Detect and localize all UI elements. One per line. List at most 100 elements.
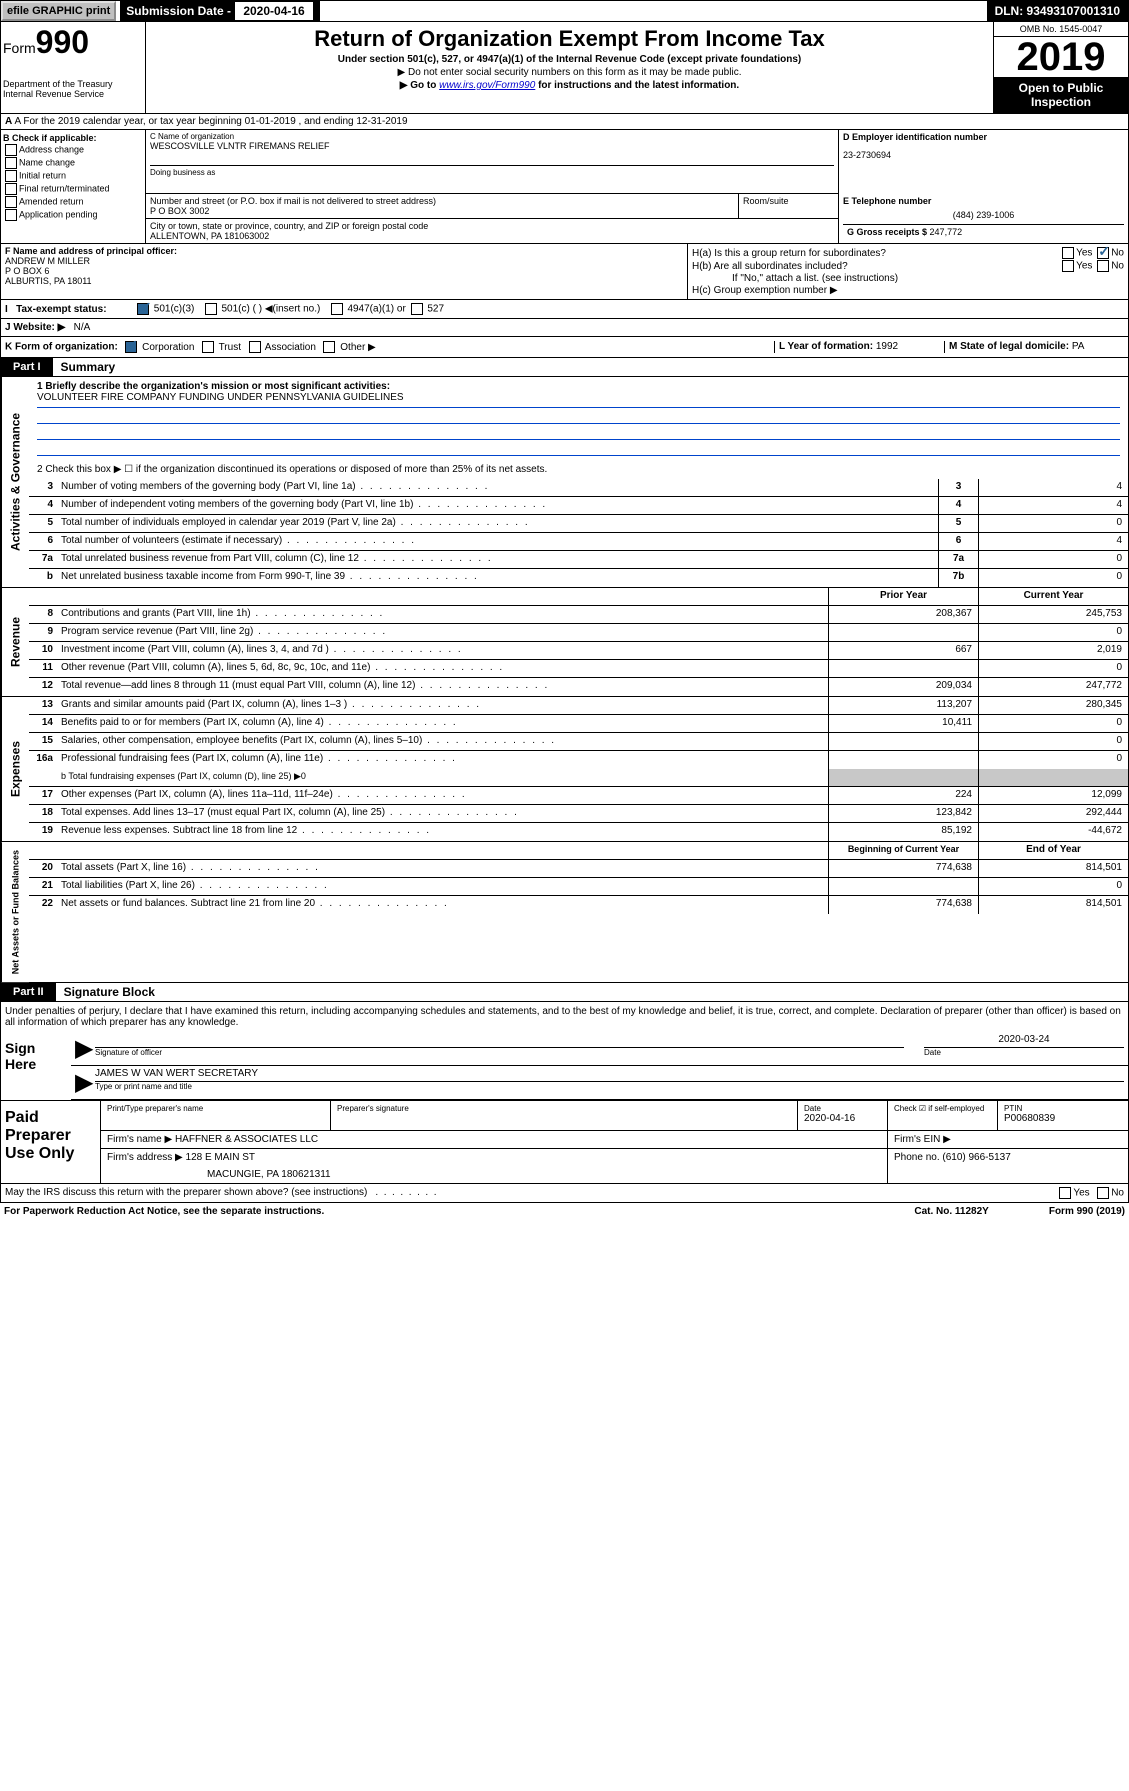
form-note-2: ▶ Go to www.irs.gov/Form990 for instruct… <box>150 80 989 91</box>
line-14: 14 Benefits paid to or for members (Part… <box>29 715 1128 733</box>
part2-title: Signature Block <box>56 985 155 999</box>
form-title: Return of Organization Exempt From Incom… <box>150 26 989 52</box>
phone-value: (484) 239-1006 <box>843 210 1124 220</box>
k-form-org: K Form of organization: Corporation Trus… <box>5 341 774 353</box>
firm-name: HAFFNER & ASSOCIATES LLC <box>175 1134 318 1145</box>
form-footer: Form 990 (2019) <box>1049 1206 1125 1217</box>
line-11: 11 Other revenue (Part VIII, column (A),… <box>29 660 1128 678</box>
part1-header-row: Part I Summary <box>0 358 1129 377</box>
cb-address-change[interactable]: Address change <box>3 144 143 156</box>
side-label-governance: Activities & Governance <box>1 377 29 587</box>
line-9: 9 Program service revenue (Part VIII, li… <box>29 624 1128 642</box>
col-b-header: B Check if applicable: <box>3 133 143 143</box>
cb-527[interactable]: 527 <box>409 303 444 315</box>
cb-application-pending[interactable]: Application pending <box>3 209 143 221</box>
cb-4947[interactable]: 4947(a)(1) or <box>329 303 406 315</box>
signature-section: Under penalties of perjury, I declare th… <box>0 1002 1129 1101</box>
paid-preparer-label: Paid Preparer Use Only <box>1 1101 101 1183</box>
footer-last-row: For Paperwork Reduction Act Notice, see … <box>0 1203 1129 1220</box>
line-22: 22 Net assets or fund balances. Subtract… <box>29 896 1128 914</box>
group-return-box: H(a) Is this a group return for subordin… <box>688 244 1128 299</box>
principal-officer-box: F Name and address of principal officer:… <box>1 244 688 299</box>
cb-name-change[interactable]: Name change <box>3 157 143 169</box>
open-to-public: Open to Public Inspection <box>994 77 1128 113</box>
tax-exempt-status-row: I Tax-exempt status: 501(c)(3) 501(c) ( … <box>0 300 1129 319</box>
cb-other[interactable]: Other ▶ <box>321 342 375 353</box>
line-3: 3 Number of voting members of the govern… <box>29 479 1128 497</box>
klm-row: K Form of organization: Corporation Trus… <box>0 337 1129 358</box>
discuss-row: May the IRS discuss this return with the… <box>0 1184 1129 1203</box>
mission-text: VOLUNTEER FIRE COMPANY FUNDING UNDER PEN… <box>37 392 1120 408</box>
cb-final-return[interactable]: Final return/terminated <box>3 183 143 195</box>
l-year-formation: L Year of formation: 1992 <box>774 341 944 353</box>
line-b: b Net unrelated business taxable income … <box>29 569 1128 587</box>
check-self-employed[interactable]: Check ☑ if self-employed <box>888 1101 998 1130</box>
line-6: 6 Total number of volunteers (estimate i… <box>29 533 1128 551</box>
part1-title: Summary <box>53 360 116 374</box>
city-box: City or town, state or province, country… <box>146 219 838 243</box>
discuss-yesno[interactable]: Yes No <box>1057 1187 1124 1199</box>
sign-here-label: Sign Here <box>1 1032 71 1100</box>
line-7a: 7a Total unrelated business revenue from… <box>29 551 1128 569</box>
cb-501c[interactable]: 501(c) ( ) ◀(insert no.) <box>203 303 321 315</box>
netassets-header-row: Beginning of Current Year End of Year <box>29 842 1128 860</box>
firm-ein: Firm's EIN ▶ <box>888 1131 1128 1148</box>
cb-trust[interactable]: Trust <box>200 342 241 353</box>
city-value: ALLENTOWN, PA 181063002 <box>150 231 834 241</box>
cb-amended-return[interactable]: Amended return <box>3 196 143 208</box>
signature-arrow-icon: ▶ <box>75 1034 95 1063</box>
expenses-section: Expenses 13 Grants and similar amounts p… <box>0 697 1129 842</box>
section-bcd: B Check if applicable: Address change Na… <box>0 130 1129 244</box>
street-box: Number and street (or P.O. box if mail i… <box>146 194 738 218</box>
room-suite-box: Room/suite <box>738 194 838 218</box>
cb-501c3[interactable]: 501(c)(3) <box>135 303 194 315</box>
firm-address: 128 E MAIN ST <box>186 1152 255 1163</box>
ha-yesno[interactable]: Yes No <box>1060 247 1124 259</box>
mission-box: 1 Briefly describe the organization's mi… <box>29 377 1128 460</box>
part1-badge: Part I <box>1 358 53 376</box>
netassets-section: Net Assets or Fund Balances Beginning of… <box>0 842 1129 983</box>
header-right: OMB No. 1545-0047 2019 Open to Public In… <box>993 22 1128 113</box>
firm-phone: Phone no. (610) 966-5137 <box>888 1149 1128 1183</box>
line-16a: 16a Professional fundraising fees (Part … <box>29 751 1128 769</box>
ein-value: 23-2730694 <box>843 150 1124 160</box>
side-label-netassets: Net Assets or Fund Balances <box>1 842 29 982</box>
form-note-1: ▶ Do not enter social security numbers o… <box>150 67 989 78</box>
line-16b: b Total fundraising expenses (Part IX, c… <box>29 769 1128 787</box>
line-5: 5 Total number of individuals employed i… <box>29 515 1128 533</box>
line-4: 4 Number of independent voting members o… <box>29 497 1128 515</box>
side-label-expenses: Expenses <box>1 697 29 841</box>
line-21: 21 Total liabilities (Part X, line 26) 0 <box>29 878 1128 896</box>
line2-checkbox[interactable]: 2 Check this box ▶ ☐ if the organization… <box>29 460 1128 479</box>
cb-initial-return[interactable]: Initial return <box>3 170 143 182</box>
sig-date: 2020-03-24 <box>924 1034 1124 1048</box>
cb-association[interactable]: Association <box>247 342 316 353</box>
street-value: P O BOX 3002 <box>150 206 734 216</box>
efile-print-button[interactable]: efile GRAPHIC print <box>1 1 116 21</box>
i-label: I Tax-exempt status: <box>5 304 135 315</box>
form-number: Form990 <box>3 24 143 61</box>
line-13: 13 Grants and similar amounts paid (Part… <box>29 697 1128 715</box>
revenue-header-row: Prior Year Current Year <box>29 588 1128 606</box>
column-b-checkboxes: B Check if applicable: Address change Na… <box>1 130 146 243</box>
officer-name: JAMES W VAN WERT SECRETARY <box>95 1068 1124 1082</box>
line-18: 18 Total expenses. Add lines 13–17 (must… <box>29 805 1128 823</box>
cb-corporation[interactable]: Corporation <box>123 342 194 353</box>
line-15: 15 Salaries, other compensation, employe… <box>29 733 1128 751</box>
perjury-text: Under penalties of perjury, I declare th… <box>1 1002 1128 1032</box>
website-row: J Website: ▶ N/A <box>0 319 1129 337</box>
revenue-section: Revenue Prior Year Current Year 8 Contri… <box>0 588 1129 697</box>
top-bar: efile GRAPHIC print Submission Date - 20… <box>0 0 1129 22</box>
irs-link[interactable]: www.irs.gov/Form990 <box>439 80 535 91</box>
header-left: Form990 Department of the Treasury Inter… <box>1 22 146 113</box>
cat-no: Cat. No. 11282Y <box>914 1206 988 1217</box>
line-8: 8 Contributions and grants (Part VIII, l… <box>29 606 1128 624</box>
side-label-revenue: Revenue <box>1 588 29 696</box>
ein-box: D Employer identification number 23-2730… <box>838 130 1128 194</box>
submission-date-value: 2020-04-16 <box>234 1 313 21</box>
gross-receipts: G Gross receipts $ 247,772 <box>843 224 1124 239</box>
org-name: WESCOSVILLE VLNTR FIREMANS RELIEF <box>150 141 834 151</box>
hb-yesno[interactable]: Yes No <box>1060 260 1124 272</box>
form-subtitle: Under section 501(c), 527, or 4947(a)(1)… <box>150 54 989 65</box>
header-mid: Return of Organization Exempt From Incom… <box>146 22 993 113</box>
